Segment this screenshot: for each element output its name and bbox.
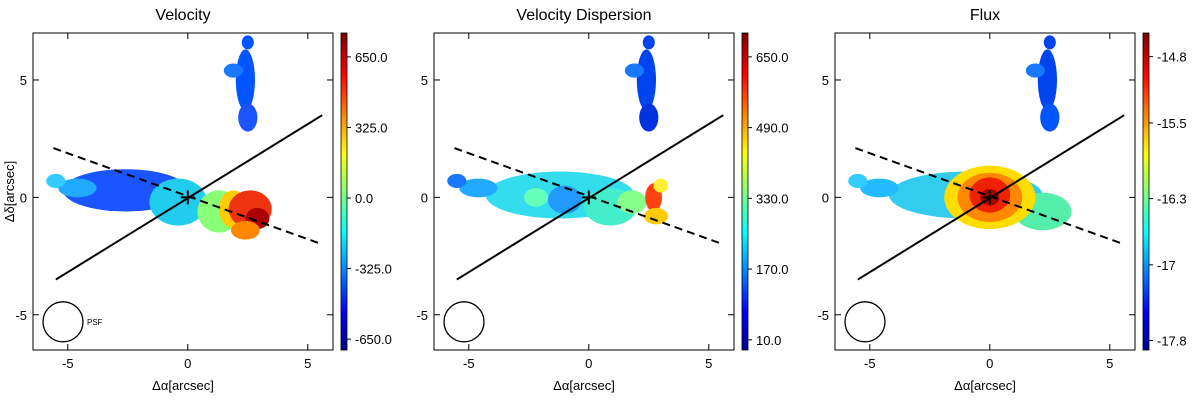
map-region	[617, 190, 647, 214]
map-region	[636, 49, 657, 111]
colorbar-tick-label: 0.0	[355, 191, 373, 206]
panel: -5 0 5 -5 0 5 Velocity Dispersion Δα[arcsec] 650…	[416, 7, 788, 393]
colorbar-tick-label: 650.0	[355, 50, 388, 65]
map-region	[624, 63, 645, 78]
map-region	[524, 187, 548, 207]
y-tick-label: 5	[822, 73, 829, 88]
colorbar-tick-label: 650.0	[756, 50, 789, 65]
minor-axis	[53, 147, 323, 246]
center-cross	[982, 190, 997, 205]
x-tick-label: 0	[184, 356, 191, 371]
colorbar-tick-label: 325.0	[355, 120, 388, 135]
x-tick-label: 5	[304, 356, 311, 371]
colorbar-tick-label: -650.0	[355, 332, 392, 347]
map-region	[644, 207, 668, 225]
psf-label: PSF	[87, 318, 103, 327]
colorbar-tick-label: -325.0	[355, 262, 392, 277]
y-tick-label: 0	[822, 190, 829, 205]
map-region	[1043, 35, 1056, 50]
chart-title: Velocity Dispersion	[516, 7, 651, 24]
colorbar-tick-label: 10.0	[756, 333, 781, 348]
y-tick-label: 0	[20, 190, 27, 205]
map-region	[241, 35, 254, 50]
map-region	[1025, 63, 1045, 78]
x-tick-label: 0	[986, 356, 993, 371]
colorbar-tick-label: -14.8	[1157, 50, 1187, 65]
colorbar-tick-label: -17	[1157, 258, 1176, 273]
y-tick-label: -5	[416, 308, 428, 323]
colorbar-tick-label: 330.0	[756, 191, 789, 206]
psf-circle	[42, 301, 84, 343]
center-cross	[581, 190, 596, 205]
colorbar-tick-label: -17.8	[1157, 334, 1187, 349]
x-tick-label: 5	[1106, 356, 1113, 371]
x-tick-label: 5	[705, 356, 712, 371]
psf-circle	[443, 301, 485, 343]
chart-title: Velocity	[155, 7, 210, 24]
y-tick-label: 5	[20, 73, 27, 88]
minor-axis	[855, 147, 1125, 246]
colorbar-tick-label: -16.3	[1157, 192, 1187, 207]
map	[46, 35, 323, 281]
x-tick-label: -5	[62, 356, 74, 371]
y-axis-label: Δδ[arcsec]	[2, 161, 17, 222]
x-tick-label: -5	[864, 356, 876, 371]
map-region	[639, 103, 659, 132]
map-region	[459, 178, 498, 198]
map-region	[848, 173, 868, 188]
center-cross	[180, 190, 195, 205]
x-axis-label: Δα[arcsec]	[152, 378, 214, 393]
colorbar	[340, 32, 348, 351]
map-region	[231, 220, 260, 240]
y-tick-label: 0	[421, 190, 428, 205]
y-tick-label: -5	[817, 308, 829, 323]
psf-circle	[844, 301, 886, 343]
minor-axis	[454, 147, 724, 246]
panel: -5 0 5 -5 0 5 Flux Δα[arcsec] -14.8 -15.5 -16.3 -17…	[817, 7, 1186, 393]
map-region	[1037, 49, 1057, 111]
map-region	[548, 185, 582, 214]
map-region	[447, 173, 467, 188]
map	[848, 35, 1125, 281]
colorbar-tick-label: 170.0	[756, 262, 789, 277]
map	[447, 35, 724, 281]
x-tick-label: -5	[463, 356, 475, 371]
map-region	[642, 35, 655, 50]
map-region	[653, 178, 668, 193]
colorbar-tick-label: 490.0	[756, 121, 789, 136]
chart-title: Flux	[970, 7, 1000, 24]
map-region	[1040, 103, 1060, 132]
map-region	[223, 63, 243, 78]
plot-frame	[32, 32, 334, 351]
x-axis-label: Δα[arcsec]	[954, 378, 1016, 393]
map-region	[58, 178, 97, 198]
x-axis-label: Δα[arcsec]	[553, 378, 615, 393]
map-region	[238, 103, 258, 132]
colorbar-tick-label: -15.5	[1157, 116, 1187, 131]
panel: PSF -5 0 5 -5 0 5 Velocity Δα[arcsec] Δδ[arcsec] 6…	[2, 7, 392, 393]
y-tick-label: 5	[421, 73, 428, 88]
plot-frame	[834, 32, 1136, 351]
x-tick-label: 0	[585, 356, 592, 371]
plot-frame	[433, 32, 735, 351]
map-region	[46, 173, 66, 188]
map-region	[235, 49, 255, 111]
y-tick-label: -5	[15, 308, 27, 323]
map-region	[860, 178, 899, 198]
colorbar	[741, 32, 749, 351]
colorbar	[1142, 32, 1150, 351]
